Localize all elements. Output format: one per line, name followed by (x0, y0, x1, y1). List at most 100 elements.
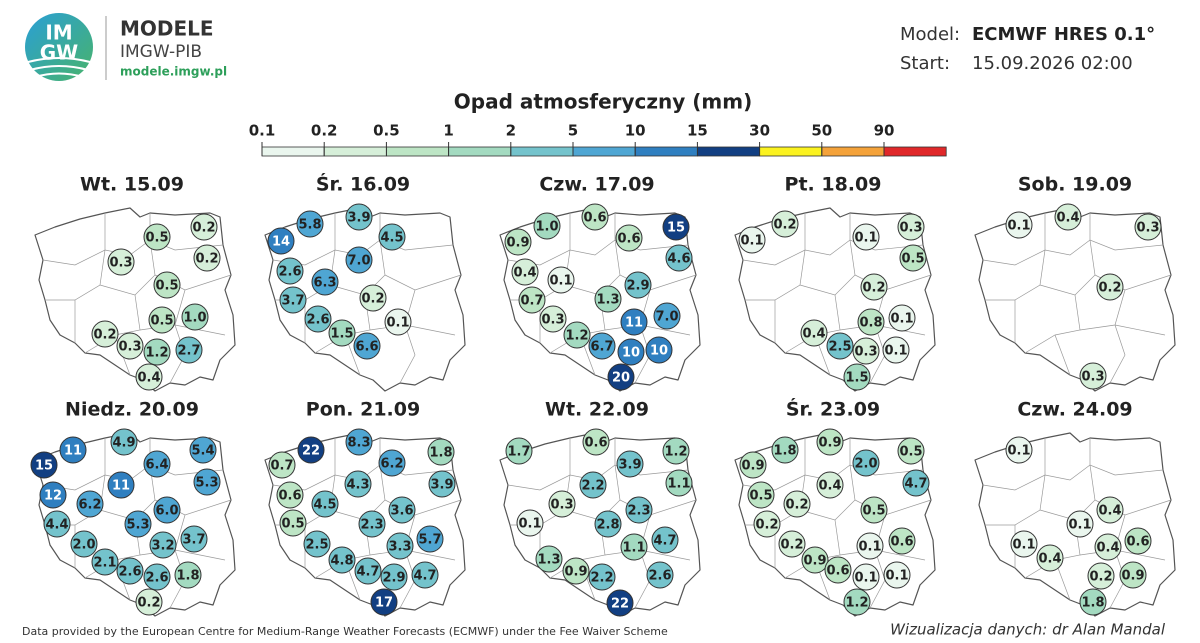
precip-marker (783, 490, 811, 518)
precip-label: 2.5 (305, 538, 328, 553)
precip-label: 8.3 (347, 436, 370, 451)
legend-swatch (323, 146, 387, 157)
panel-title: Wt. 15.09 (80, 174, 184, 196)
precip-label: 0.6 (826, 564, 849, 579)
precip-label: 4.3 (346, 478, 369, 493)
precip-marker (888, 527, 916, 555)
precip-label: 20 (612, 371, 630, 386)
precip-label: 0.4 (818, 479, 841, 494)
precip-marker (43, 510, 71, 538)
precip-marker (30, 451, 58, 479)
legend-tick-label: 2 (506, 122, 516, 140)
precip-marker (386, 532, 414, 560)
precip-marker (1119, 561, 1147, 589)
precip-marker (143, 450, 171, 478)
precip-marker (345, 246, 373, 274)
precip-marker (615, 224, 643, 252)
precip-label: 0.6 (1126, 535, 1149, 550)
precip-marker (59, 436, 87, 464)
precip-marker (190, 213, 218, 241)
precip-marker (276, 481, 304, 509)
brand: MODELE (120, 17, 214, 41)
panel-title: Sob. 19.09 (1018, 174, 1132, 196)
precip-label: 2.2 (590, 571, 613, 586)
footer-source: Data provided by the European Centre for… (22, 625, 668, 638)
precip-label: 3.3 (388, 540, 411, 555)
panel: Wt. 22.09 1.7 0.6 1.2 3.9 1.1 2.2 0.3 2.3 0.1 2.8 4… (499, 399, 701, 617)
precip-marker (174, 561, 202, 589)
legend-swatch (697, 146, 761, 157)
precip-marker (516, 509, 544, 537)
precip-label: 0.1 (1012, 538, 1035, 553)
logo-circle (25, 13, 93, 81)
precip-marker (276, 257, 304, 285)
precip-label: 4.4 (45, 518, 68, 533)
precip-label: 0.2 (755, 518, 778, 533)
precip-marker (620, 533, 648, 561)
precip-label: 0.1 (549, 274, 572, 289)
precip-marker (843, 363, 871, 391)
panel-title: Pt. 18.09 (785, 174, 882, 196)
panel: Niedz. 20.09 11 4.9 5.4 15 6.4 5.3 12 11 6.2 6.0 4.… (30, 399, 236, 617)
precip-label: 0.1 (1068, 518, 1091, 533)
precip-marker (582, 428, 610, 456)
panel-title: Niedz. 20.09 (65, 399, 199, 421)
precip-label: 0.3 (1136, 221, 1159, 236)
panel: Sob. 19.09 0.1 0.4 0.3 0.2 0.3 (974, 174, 1176, 392)
precip-marker (107, 248, 135, 276)
org: IMGW-PIB (120, 42, 202, 62)
precip-label: 0.1 (1007, 444, 1030, 459)
panel: Czw. 24.090.10.40.10.1 0.4 0.60.40.2 0.91.8 (974, 399, 1176, 617)
panel-title: Czw. 17.09 (539, 174, 654, 196)
precip-marker (581, 203, 609, 231)
precip-marker (296, 210, 324, 238)
precip-marker (665, 244, 693, 272)
precip-label: 2.9 (382, 571, 405, 586)
precip-label: 1.2 (145, 346, 168, 361)
precip-label: 22 (611, 597, 629, 612)
precip-marker (378, 223, 406, 251)
url: modele.imgw.pl (120, 65, 227, 79)
precip-label: 0.5 (150, 314, 173, 329)
precip-marker (617, 338, 645, 366)
precip-label: 12 (44, 489, 62, 504)
precip-marker (539, 305, 567, 333)
precip-label: 2.0 (854, 457, 877, 472)
precip-marker (1096, 273, 1124, 301)
precip-label: 3.2 (151, 539, 174, 554)
precip-label: 1.5 (845, 371, 868, 386)
precip-label: 14 (272, 235, 290, 250)
precip-marker (594, 510, 622, 538)
precip-label: 0.4 (1038, 552, 1061, 567)
precip-label: 0.2 (862, 281, 885, 296)
legend-tick-label: 0.5 (373, 122, 400, 140)
precip-marker (563, 321, 591, 349)
precip-label: 0.2 (361, 292, 384, 307)
legend-tick-label: 90 (874, 122, 895, 140)
precip-label: 3.9 (430, 478, 453, 493)
precip-marker (504, 228, 532, 256)
precip-marker (547, 266, 575, 294)
precip-marker (624, 271, 652, 299)
precip-marker (778, 530, 806, 558)
precip-label: 0.6 (278, 489, 301, 504)
precip-label: 0.9 (506, 236, 529, 251)
precip-label: 0.3 (109, 256, 132, 271)
legend-swatch (510, 146, 574, 157)
precip-marker (267, 227, 295, 255)
precip-label: 2.0 (72, 538, 95, 553)
precip-label: 4.7 (653, 534, 676, 549)
legend-swatch (385, 146, 449, 157)
precip-marker (535, 545, 563, 573)
precip-label: 11 (64, 444, 82, 459)
precip-marker (505, 437, 533, 465)
precip-label: 0.2 (137, 596, 160, 611)
precip-label: 4.7 (904, 477, 927, 492)
precip-marker (135, 363, 163, 391)
precip-label: 0.3 (854, 345, 877, 360)
model: ECMWF HRES 0.1° (972, 24, 1155, 45)
precip-label: 1.3 (537, 553, 560, 568)
precip-marker (353, 332, 381, 360)
precip-marker (116, 332, 144, 360)
precip-label: 0.4 (137, 371, 160, 386)
